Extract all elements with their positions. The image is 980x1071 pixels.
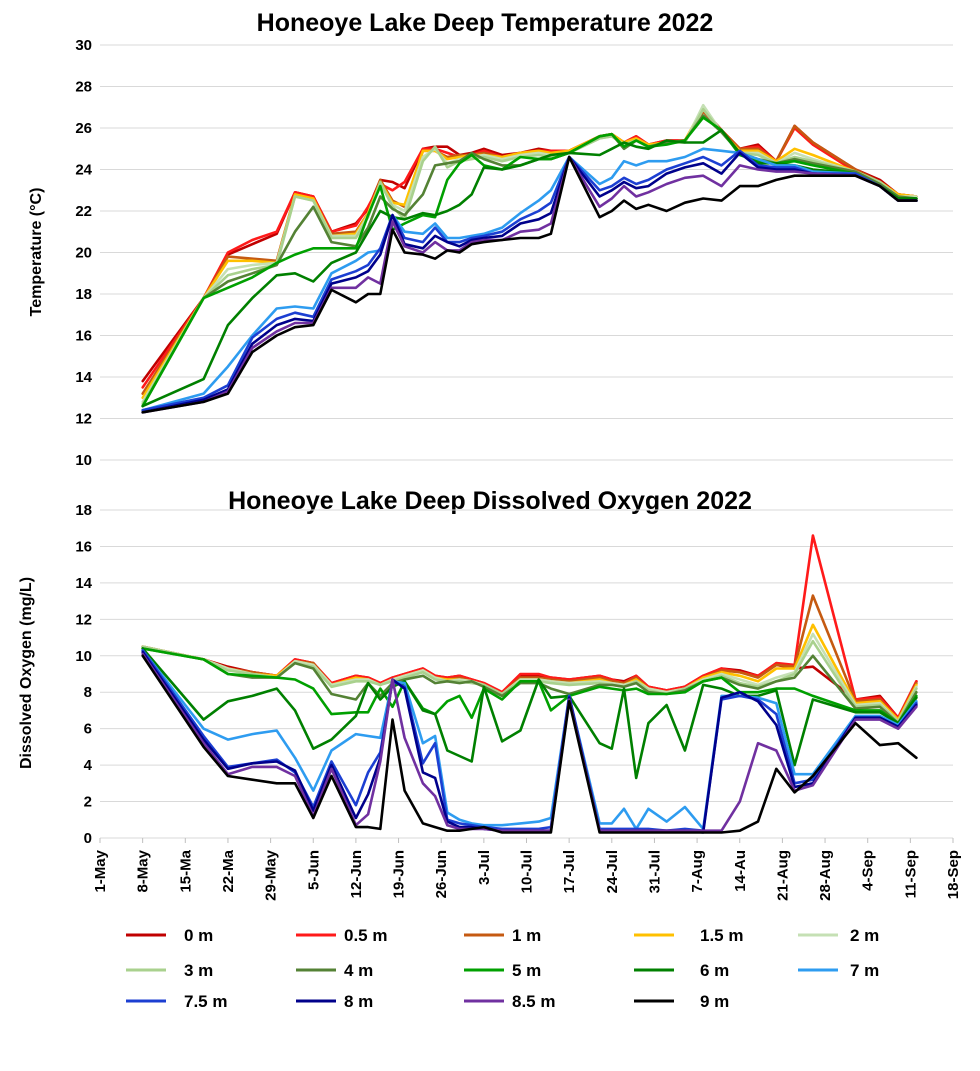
x-tick-label: 1-May — [92, 849, 109, 892]
oxygen-y-tick-label: 12 — [75, 611, 92, 628]
legend-label-3-m: 3 m — [184, 961, 213, 980]
x-tick-label: 3-Jul — [476, 850, 493, 885]
x-tick-label: 29-May — [263, 849, 280, 901]
x-tick-label: 21-Aug — [774, 850, 791, 901]
oxygen-y-tick-label: 4 — [84, 757, 93, 774]
oxygen-series-9-m — [141, 654, 918, 834]
x-tick-label: 24-Jul — [604, 850, 621, 893]
temperature-chart-title: Honeoye Lake Deep Temperature 2022 — [257, 9, 714, 37]
x-tick-label: 18-Sep — [945, 850, 962, 899]
oxygen-series-7-5-m — [141, 648, 918, 833]
legend-label-5-m: 5 m — [512, 961, 541, 980]
temperature-y-tick-label: 16 — [75, 328, 92, 345]
temperature-y-tick-label: 30 — [75, 37, 92, 54]
legend-label-6-m: 6 m — [700, 961, 729, 980]
temperature-y-axis-label: Temperature (°C) — [28, 188, 45, 317]
legend-label-8-m: 8 m — [344, 992, 373, 1011]
legend-label-7-5-m: 7.5 m — [184, 992, 227, 1011]
temperature-y-ticks: 10 12 14 16 18 20 22 24 26 28 30 — [75, 37, 92, 469]
x-tick-label: 10-Jul — [519, 850, 536, 893]
temperature-series-8-m — [141, 151, 918, 414]
oxygen-y-tick-label: 0 — [84, 830, 92, 847]
legend-label-0-m: 0 m — [184, 926, 213, 945]
temperature-series-7-5-m — [141, 149, 918, 412]
oxygen-series-8-5-m — [141, 652, 918, 833]
x-tick-label: 26-Jun — [433, 850, 450, 898]
x-tick-label: 14-Au — [732, 850, 749, 892]
oxygen-y-tick-label: 2 — [84, 794, 92, 811]
oxygen-y-tick-label: 6 — [84, 721, 92, 738]
temperature-y-tick-label: 18 — [75, 286, 92, 303]
date-x-ticks: 1-May 8-May 15-Ma 22-Ma 29-May 5-Jun 12-Jun 19-… — [92, 838, 962, 901]
oxygen-series — [141, 534, 918, 834]
temperature-y-tick-label: 22 — [75, 203, 92, 220]
temperature-y-tick-label: 12 — [75, 411, 92, 428]
legend-label-7-m: 7 m — [850, 961, 879, 980]
temperature-y-tick-label: 10 — [75, 452, 92, 469]
x-tick-label: 17-Jul — [561, 850, 578, 893]
oxygen-y-tick-label: 18 — [75, 502, 92, 519]
legend-label-9-m: 9 m — [700, 992, 729, 1011]
legend-label-1-m: 1 m — [512, 926, 541, 945]
x-tick-label: 8-May — [135, 849, 152, 892]
oxygen-y-axis-label: Dissolved Oxygen (mg/L) — [18, 577, 35, 769]
x-tick-label: 5-Jun — [305, 850, 322, 890]
x-tick-label: 12-Jun — [348, 850, 365, 898]
temperature-y-tick-label: 24 — [75, 162, 92, 179]
x-tick-label: 15-Ma — [177, 849, 194, 892]
x-tick-label: 11-Sep — [902, 850, 919, 898]
temperature-y-tick-label: 28 — [75, 79, 92, 96]
oxygen-y-tick-label: 14 — [75, 575, 92, 592]
temperature-series-9-m — [141, 155, 918, 414]
temperature-y-tick-label: 20 — [75, 245, 92, 262]
oxygen-series-4-m — [141, 647, 918, 725]
temperature-series — [141, 103, 918, 414]
temperature-gridlines — [100, 44, 953, 461]
oxygen-y-tick-label: 16 — [75, 538, 92, 555]
temperature-series-6-m — [141, 128, 918, 408]
oxygen-chart: Honeoye Lake Deep Dissolved Oxygen 2022 … — [18, 487, 962, 901]
temperature-chart: Honeoye Lake Deep Temperature 2022 Tempe… — [28, 9, 953, 469]
legend-label-0-5-m: 0.5 m — [344, 926, 387, 945]
x-tick-label: 22-Ma — [220, 849, 237, 892]
oxygen-series-6-m — [141, 647, 918, 780]
oxygen-chart-title: Honeoye Lake Deep Dissolved Oxygen 2022 — [228, 487, 752, 515]
legend-label-1-5-m: 1.5 m — [700, 926, 743, 945]
x-tick-label: 19-Jun — [391, 850, 408, 898]
x-tick-label: 28-Aug — [817, 850, 834, 901]
oxygen-y-tick-label: 8 — [84, 684, 92, 701]
legend-label-2-m: 2 m — [850, 926, 879, 945]
x-tick-label: 31-Jul — [646, 850, 663, 893]
oxygen-y-ticks: 0 2 4 6 8 10 12 14 16 18 — [75, 502, 92, 847]
x-tick-label: 7-Aug — [689, 850, 706, 893]
oxygen-series-7-m — [141, 648, 918, 831]
temperature-series-7-m — [141, 147, 918, 412]
temperature-y-tick-label: 14 — [75, 369, 92, 386]
temperature-series-5-m — [141, 116, 918, 408]
temperature-y-tick-label: 26 — [75, 120, 92, 137]
legend-label-8-5-m: 8.5 m — [512, 992, 555, 1011]
legend-label-4-m: 4 m — [344, 961, 373, 980]
x-tick-label: 4-Sep — [860, 850, 877, 891]
oxygen-series-5-m — [141, 647, 918, 725]
oxygen-y-tick-label: 10 — [75, 648, 92, 665]
temperature-series-8-5-m — [141, 155, 918, 414]
legend: 0 m 0.5 m 1 m 1.5 m 2 m 3 m 4 m 5 m 6 m 7 m 7.5 m 8… — [126, 926, 879, 1011]
temperature-series-3-m — [141, 108, 918, 406]
